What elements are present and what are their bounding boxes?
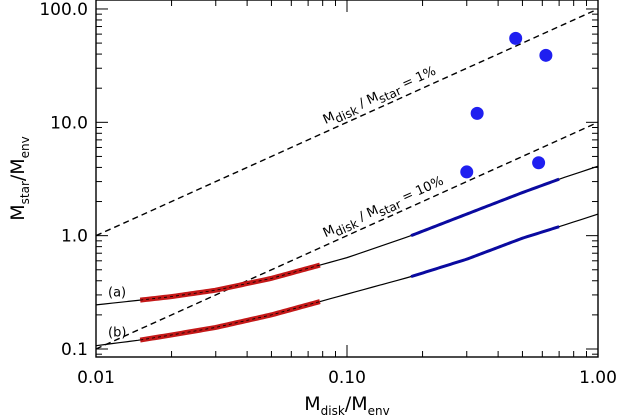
curve-2-red-segment [139, 299, 321, 343]
x-tick-label: 0.01 [77, 368, 115, 388]
ratio-label-end: = 1% [396, 64, 438, 94]
x-axis-label-main: M [304, 393, 320, 415]
curve-1-red-segment-core [140, 264, 321, 301]
curve-2-red-segment-core [140, 301, 321, 341]
curve-1-label: (a) [108, 285, 126, 300]
x-axis-label-sub2: env [368, 404, 390, 418]
ratio-line-label-2: Mdisk / Mstar = 10% [321, 174, 447, 244]
x-tick-label: 1.00 [579, 368, 617, 388]
x-tick-label: 0.10 [328, 368, 366, 388]
curve-1-blue-segment [410, 177, 560, 238]
ratio-line-label-1: Mdisk / Mstar = 1% [321, 64, 440, 131]
curve-1-red-segment [139, 262, 321, 303]
data-point-5 [532, 156, 546, 170]
y-axis-label-sub2: env [18, 136, 32, 158]
x-axis-label-sub1: disk [321, 404, 345, 418]
y-tick-label: 100.0 [39, 0, 88, 20]
y-tick-label: 0.1 [61, 340, 88, 360]
data-point-4 [460, 165, 474, 179]
y-axis-label-main: M [7, 204, 29, 220]
y-axis-label: Mstar/Menv [7, 136, 32, 221]
ratio-label-end: = 10% [396, 174, 446, 207]
x-axis-label-sep: /M [345, 393, 368, 415]
data-point-2 [539, 48, 553, 62]
y-tick-label: 10.0 [50, 113, 88, 133]
data-point-3 [470, 106, 484, 120]
y-axis-label-sep: /M [7, 158, 29, 181]
ratio-line-2 [96, 121, 598, 350]
y-axis-label-sub1: star [18, 181, 32, 204]
ratio-line-1 [96, 8, 598, 237]
curve-2-blue-segment [410, 225, 560, 279]
data-point-1 [509, 31, 523, 45]
x-axis-label: Mdisk/Menv [304, 393, 389, 418]
plot-frame [95, 0, 599, 358]
y-tick-label: 1.0 [61, 227, 88, 247]
curve-2-label: (b) [108, 326, 126, 341]
